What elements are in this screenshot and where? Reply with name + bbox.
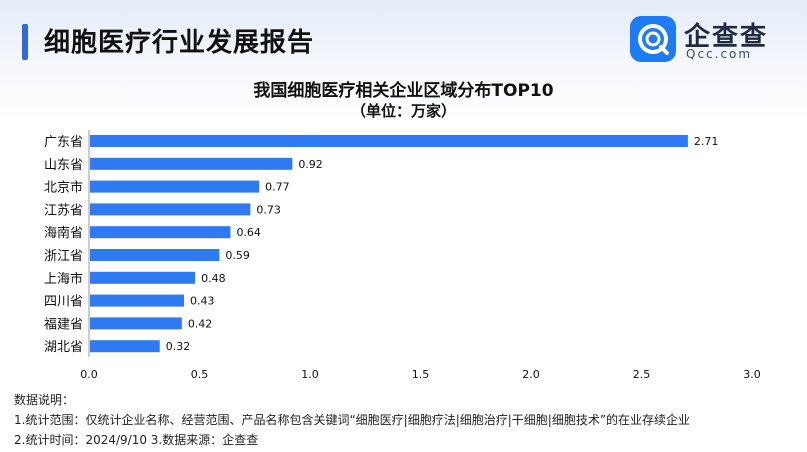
value-label: 0.59: [225, 249, 250, 262]
bar: [90, 157, 293, 170]
category-label: 福建省: [44, 317, 83, 332]
category-label: 山东省: [44, 158, 83, 173]
qcc-logo: 企查查 Qcc.com: [630, 16, 780, 64]
bar: [90, 340, 160, 353]
category-label: 北京市: [44, 180, 83, 196]
x-tick-label: 1.5: [412, 368, 430, 381]
category-label: 江苏省: [44, 202, 83, 218]
x-tick-label: 2.5: [633, 368, 651, 381]
category-label: 浙江省: [44, 249, 83, 264]
value-label: 0.32: [166, 340, 191, 353]
category-label: 广东省: [44, 135, 83, 150]
value-label: 0.73: [256, 203, 281, 216]
notes-line-2: 2.统计时间：2024/9/10 3.数据来源：企查查: [14, 433, 259, 447]
logo-text: 企查查: [684, 22, 769, 52]
logo-domain: Qcc.com: [686, 47, 753, 61]
value-label: 0.77: [265, 181, 290, 194]
x-tick-label: 0.0: [80, 368, 98, 381]
x-tick-label: 0.5: [191, 368, 209, 381]
x-tick-label: 3.0: [743, 368, 761, 381]
bar: [90, 180, 260, 193]
value-label: 2.71: [694, 135, 719, 148]
value-label: 0.42: [188, 317, 213, 330]
value-label: 0.92: [298, 158, 323, 171]
category-label: 上海市: [44, 271, 83, 287]
value-label: 0.64: [236, 226, 261, 239]
category-label: 四川省: [44, 295, 83, 310]
bar: [90, 203, 251, 216]
bar: [90, 249, 220, 261]
x-tick-label: 1.0: [301, 368, 319, 381]
x-tick-label: 2.0: [522, 368, 540, 381]
value-label: 0.48: [201, 272, 226, 285]
bar: [90, 294, 185, 307]
notes-line-1: 1.统计范围：仅统计企业名称、经营范围、产品名称包含关键词“细胞医疗|细胞疗法|…: [14, 413, 691, 427]
bar: [90, 135, 688, 147]
qcc-logo-icon: [630, 16, 676, 62]
bar: [90, 317, 182, 330]
header-accent-bar: [22, 24, 28, 60]
report-title: 细胞医疗行业发展报告: [44, 28, 315, 58]
data-notes: 数据说明： 1.统计范围：仅统计企业名称、经营范围、产品名称包含关键词“细胞医疗…: [14, 390, 690, 450]
value-label: 0.43: [190, 295, 215, 308]
bar: [90, 271, 196, 284]
chart-title: 我国细胞医疗相关企业区域分布TOP10: [253, 81, 554, 101]
chart-subtitle: （单位：万家）: [350, 102, 456, 120]
category-label: 海南省: [44, 225, 83, 241]
category-label: 湖北省: [44, 340, 83, 355]
notes-heading: 数据说明：: [14, 393, 75, 407]
bar: [90, 226, 231, 239]
